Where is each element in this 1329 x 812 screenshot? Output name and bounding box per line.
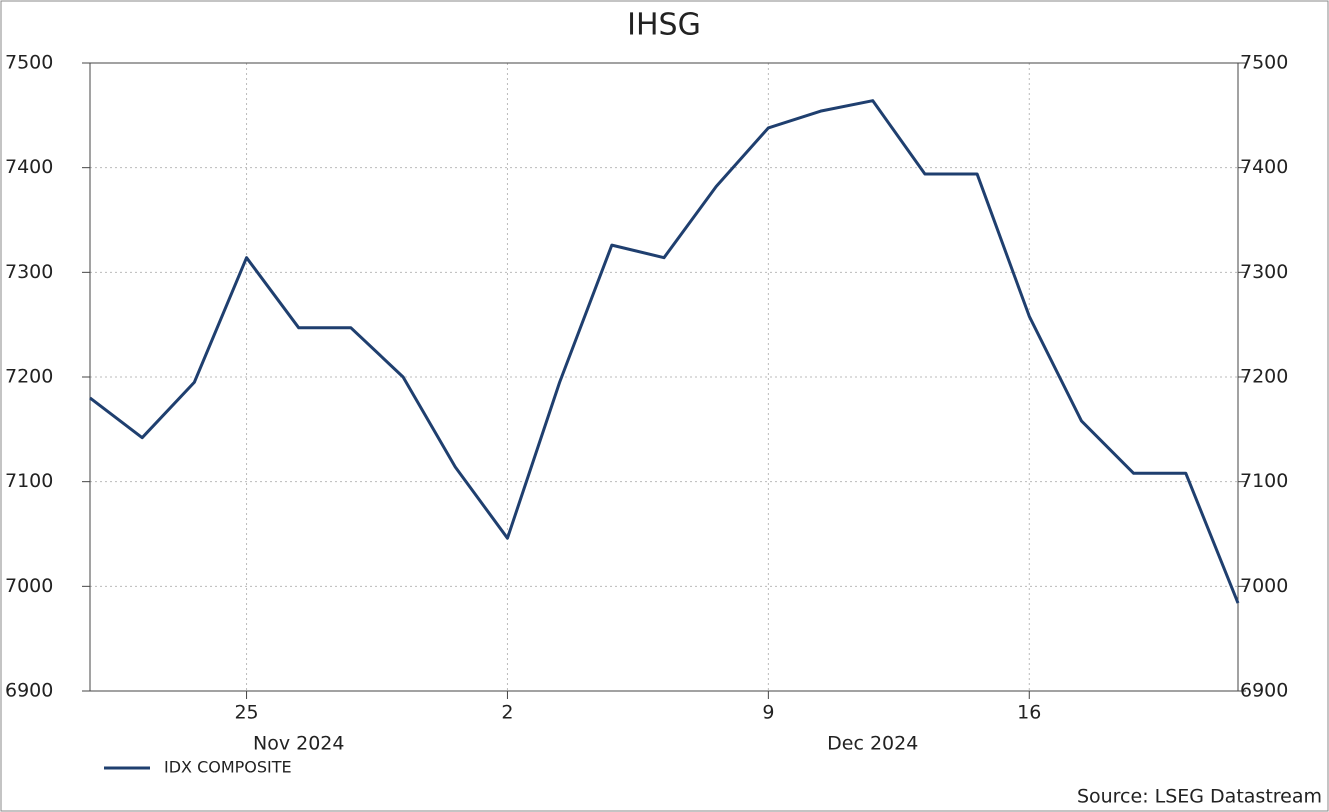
y-tick-label: 7100 [5,470,53,492]
chart-title: IHSG [627,8,701,43]
month-label: Nov 2024 [253,733,344,755]
month-label: Dec 2024 [827,733,918,755]
x-tick-label: 16 [1017,702,1041,724]
legend-label: IDX COMPOSITE [164,758,292,777]
y2-tick-label: 7000 [1240,575,1288,597]
source-note: Source: LSEG Datastream [1077,786,1322,808]
y-tick-label: 7500 [5,52,53,74]
y-tick-label: 7300 [5,261,53,283]
y-tick-label: 7000 [5,575,53,597]
data-line [89,99,1240,604]
y2-tick-label: 7400 [1240,156,1288,178]
y2-tick-label: 6900 [1240,680,1288,702]
y-tick-label: 7400 [5,156,53,178]
y2-tick-label: 7200 [1240,366,1288,388]
y2-tick-label: 7500 [1240,52,1288,74]
y-tick-label: 6900 [5,680,53,702]
y-tick-label: 7200 [5,366,53,388]
plot-area [89,62,1239,692]
x-tick-label: 25 [234,702,258,724]
x-tick-label: 9 [762,702,774,724]
x-tick-label: 2 [501,702,513,724]
y2-tick-label: 7100 [1240,470,1288,492]
y2-tick-label: 7300 [1240,261,1288,283]
